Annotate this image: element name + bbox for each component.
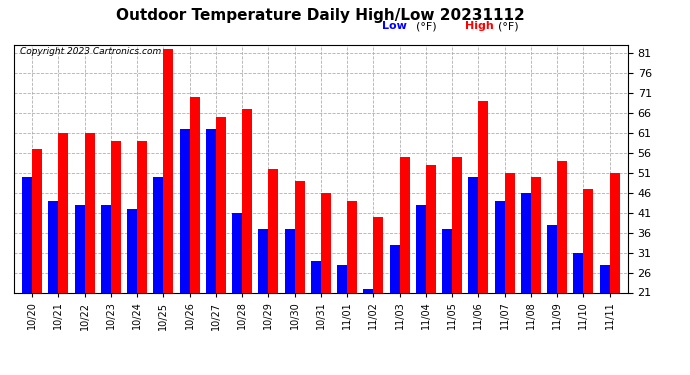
Bar: [609, 173, 620, 292]
Bar: [295, 181, 304, 292]
Bar: [390, 244, 400, 292]
Bar: [557, 161, 567, 292]
Bar: [373, 217, 384, 292]
Bar: [111, 141, 121, 292]
Text: Low: Low: [382, 21, 407, 32]
Bar: [400, 157, 410, 292]
Bar: [521, 193, 531, 292]
Bar: [242, 109, 252, 292]
Bar: [442, 229, 452, 292]
Bar: [321, 193, 331, 292]
Bar: [232, 213, 242, 292]
Title: Outdoor Temperature Daily High/Low 20231112: Outdoor Temperature Daily High/Low 20231…: [117, 8, 525, 23]
Bar: [469, 177, 478, 292]
Bar: [547, 225, 557, 292]
Bar: [179, 129, 190, 292]
Bar: [206, 129, 216, 292]
Bar: [600, 264, 609, 292]
Bar: [48, 201, 59, 292]
Bar: [85, 133, 95, 292]
Bar: [59, 133, 68, 292]
Bar: [426, 165, 436, 292]
Bar: [452, 157, 462, 292]
Bar: [101, 205, 111, 292]
Bar: [364, 288, 373, 292]
Bar: [583, 189, 593, 292]
Bar: [504, 173, 515, 292]
Bar: [75, 205, 85, 292]
Bar: [190, 97, 199, 292]
Bar: [495, 201, 504, 292]
Bar: [22, 177, 32, 292]
Bar: [268, 169, 278, 292]
Bar: [478, 101, 489, 292]
Bar: [153, 177, 164, 292]
Bar: [32, 149, 42, 292]
Bar: [137, 141, 147, 292]
Bar: [416, 205, 426, 292]
Bar: [258, 229, 268, 292]
Bar: [337, 264, 347, 292]
Text: (°F): (°F): [497, 21, 518, 32]
Text: High: High: [465, 21, 494, 32]
Bar: [285, 229, 295, 292]
Bar: [164, 49, 173, 292]
Bar: [531, 177, 541, 292]
Text: Copyright 2023 Cartronics.com: Copyright 2023 Cartronics.com: [20, 48, 161, 57]
Bar: [573, 253, 583, 292]
Bar: [216, 117, 226, 292]
Bar: [311, 261, 321, 292]
Bar: [347, 201, 357, 292]
Bar: [127, 209, 137, 292]
Text: (°F): (°F): [416, 21, 437, 32]
